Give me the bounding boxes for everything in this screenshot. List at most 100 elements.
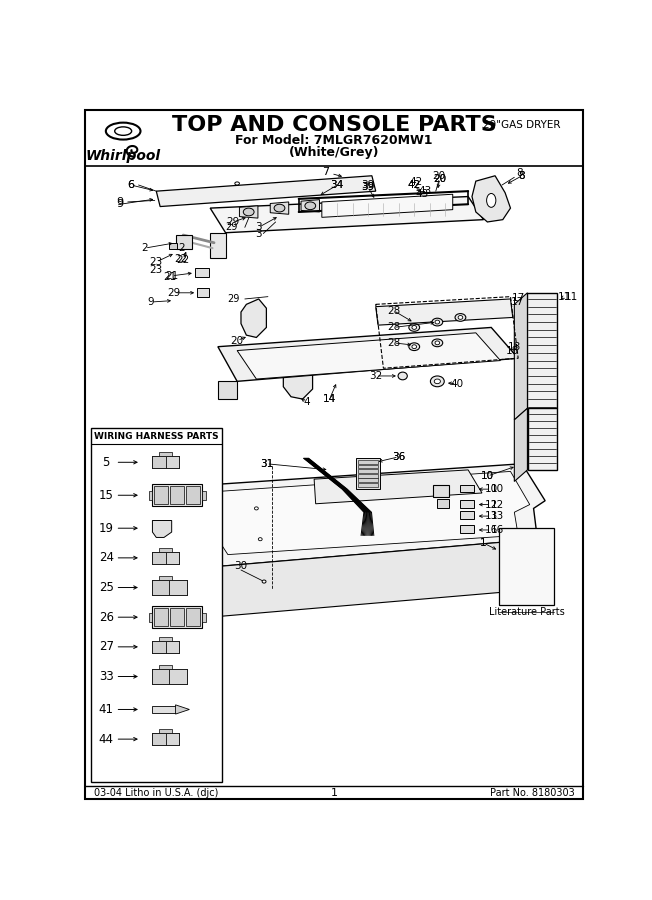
- Polygon shape: [239, 206, 258, 218]
- Text: 39: 39: [361, 183, 375, 193]
- Bar: [358, 483, 378, 487]
- Text: 20: 20: [231, 336, 244, 346]
- Text: 22: 22: [177, 255, 190, 265]
- Text: Literature Parts: Literature Parts: [489, 608, 565, 617]
- Text: 28: 28: [387, 338, 400, 348]
- Bar: [153, 456, 179, 469]
- Polygon shape: [237, 333, 501, 379]
- Text: 8: 8: [516, 168, 523, 178]
- Text: 12: 12: [491, 500, 505, 509]
- Polygon shape: [210, 233, 226, 258]
- Text: 17: 17: [512, 293, 526, 303]
- Text: 14: 14: [323, 394, 336, 404]
- Ellipse shape: [430, 376, 444, 387]
- Ellipse shape: [243, 208, 254, 216]
- Polygon shape: [527, 292, 557, 409]
- Polygon shape: [514, 409, 527, 482]
- Text: 15: 15: [99, 489, 113, 501]
- Text: 6: 6: [127, 180, 134, 190]
- Text: 17: 17: [511, 297, 524, 307]
- Text: 34: 34: [331, 180, 344, 190]
- Text: 26: 26: [98, 611, 113, 624]
- Text: 8: 8: [519, 171, 526, 181]
- Text: 1: 1: [481, 538, 487, 548]
- Ellipse shape: [486, 194, 496, 207]
- Polygon shape: [156, 176, 376, 207]
- Text: 31: 31: [259, 459, 273, 469]
- Text: 41: 41: [98, 703, 113, 716]
- Ellipse shape: [254, 507, 258, 510]
- Ellipse shape: [435, 320, 439, 324]
- Bar: [153, 733, 179, 745]
- Text: 11: 11: [565, 292, 578, 302]
- Text: 42: 42: [409, 177, 422, 187]
- Bar: [153, 669, 170, 684]
- Text: 29"GAS DRYER: 29"GAS DRYER: [483, 120, 561, 130]
- Ellipse shape: [455, 313, 466, 321]
- Polygon shape: [322, 194, 452, 217]
- Text: 29: 29: [227, 217, 240, 227]
- Bar: [358, 460, 378, 464]
- Bar: [437, 500, 449, 508]
- Text: 20: 20: [433, 174, 446, 184]
- Polygon shape: [210, 196, 484, 233]
- Bar: [460, 484, 474, 492]
- Text: 3: 3: [256, 222, 262, 232]
- Bar: [434, 485, 449, 497]
- Text: 28: 28: [387, 322, 400, 332]
- Text: 44: 44: [98, 733, 113, 745]
- Bar: [91, 428, 222, 782]
- Ellipse shape: [432, 319, 443, 326]
- Ellipse shape: [409, 343, 420, 351]
- Polygon shape: [218, 328, 518, 382]
- Text: 9: 9: [116, 197, 123, 207]
- Text: 18: 18: [506, 346, 520, 356]
- Bar: [158, 453, 172, 456]
- Text: 9: 9: [147, 297, 155, 307]
- Ellipse shape: [274, 204, 285, 212]
- Bar: [158, 576, 172, 580]
- Ellipse shape: [432, 339, 443, 346]
- Ellipse shape: [434, 379, 440, 383]
- Bar: [153, 456, 166, 469]
- Bar: [153, 580, 170, 595]
- Bar: [166, 456, 179, 469]
- Bar: [153, 641, 179, 653]
- Text: 30: 30: [235, 562, 248, 572]
- Bar: [460, 500, 474, 508]
- Text: 27: 27: [98, 640, 113, 653]
- Bar: [170, 608, 184, 626]
- Text: 23: 23: [150, 257, 163, 267]
- Text: 11: 11: [557, 292, 571, 302]
- Polygon shape: [284, 356, 312, 399]
- Bar: [153, 641, 166, 653]
- Text: 16: 16: [491, 525, 505, 535]
- Text: 36: 36: [393, 452, 406, 462]
- Text: 43: 43: [415, 189, 428, 199]
- Bar: [175, 235, 192, 249]
- Bar: [358, 469, 378, 473]
- Text: 28: 28: [387, 305, 400, 316]
- Ellipse shape: [115, 127, 132, 135]
- Bar: [153, 669, 187, 684]
- Text: 43: 43: [419, 186, 432, 196]
- Text: 23: 23: [150, 265, 163, 274]
- Text: 42: 42: [408, 180, 421, 190]
- Ellipse shape: [258, 537, 262, 541]
- Bar: [186, 608, 200, 626]
- Bar: [166, 552, 179, 564]
- Bar: [203, 613, 206, 622]
- Text: 40: 40: [450, 379, 463, 389]
- Text: 29: 29: [226, 222, 238, 232]
- Bar: [357, 458, 379, 490]
- Text: 25: 25: [99, 581, 113, 594]
- Polygon shape: [376, 299, 512, 325]
- Bar: [170, 243, 177, 249]
- Bar: [153, 484, 203, 506]
- Polygon shape: [301, 200, 319, 212]
- Bar: [186, 486, 200, 505]
- Bar: [197, 288, 209, 297]
- Ellipse shape: [305, 202, 316, 210]
- Bar: [166, 733, 179, 745]
- Polygon shape: [222, 539, 537, 617]
